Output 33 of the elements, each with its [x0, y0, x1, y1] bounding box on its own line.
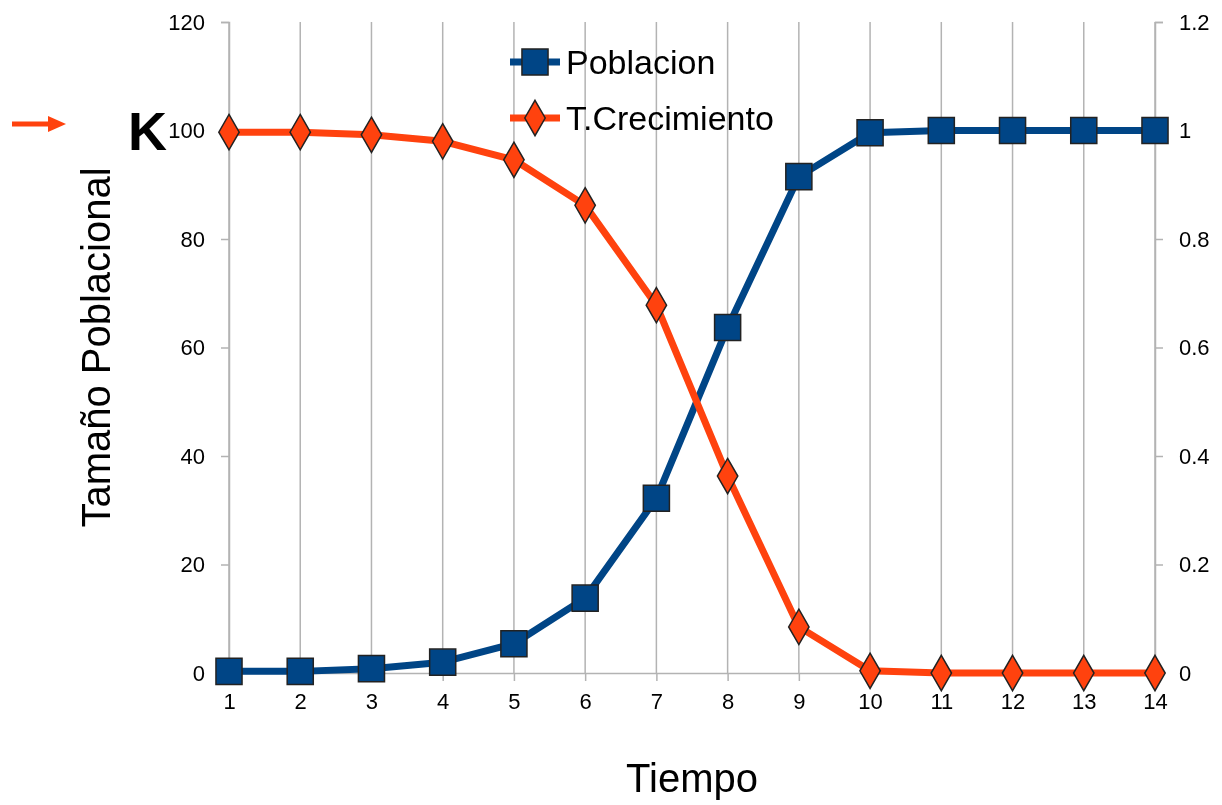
x-tick-label: 14 — [1143, 688, 1168, 714]
y-tick-label: 120 — [168, 9, 205, 35]
x-tick-label: 7 — [650, 688, 664, 714]
x-axis-title: Tiempo — [626, 756, 758, 800]
y2-tick-label: 0.6 — [1179, 335, 1210, 361]
y-tick-label: 40 — [180, 443, 205, 469]
x-tick-label: 5 — [508, 688, 521, 714]
y-tick-label: 0 — [192, 660, 205, 686]
y2-tick-label: 1.2 — [1179, 9, 1210, 35]
x-tick-label: 11 — [930, 688, 954, 714]
y2-tick-label: 1 — [1179, 118, 1192, 144]
x-tick-label: 12 — [1000, 688, 1026, 714]
x-tick-label: 13 — [1072, 688, 1097, 714]
legend-label: Poblacion — [566, 43, 716, 81]
x-tick-label: 10 — [858, 688, 883, 714]
text: K — [128, 101, 167, 161]
y-tick-label: 100 — [168, 118, 205, 144]
y-tick-label: 20 — [180, 552, 205, 578]
y-tick-label: 80 — [180, 226, 205, 252]
x-tick-label: 1 — [223, 688, 236, 714]
legend-label: T.Crecimiento — [566, 99, 774, 137]
x-tick-label: 8 — [721, 688, 735, 714]
x-tick-label: 6 — [579, 688, 592, 714]
x-tick-label: 3 — [365, 688, 379, 714]
y-tick-label: 60 — [180, 335, 205, 361]
x-tick-label: 2 — [294, 688, 307, 714]
x-tick-label: 9 — [793, 688, 806, 714]
y2-tick-label: 0 — [1179, 660, 1192, 686]
y-axis-title: Tamaño Poblacional — [74, 167, 118, 528]
y2-tick-label: 0.2 — [1179, 552, 1210, 578]
y2-tick-label: 0.4 — [1179, 443, 1210, 469]
y2-tick-label: 0.8 — [1179, 226, 1210, 252]
x-tick-label: 4 — [437, 688, 450, 714]
